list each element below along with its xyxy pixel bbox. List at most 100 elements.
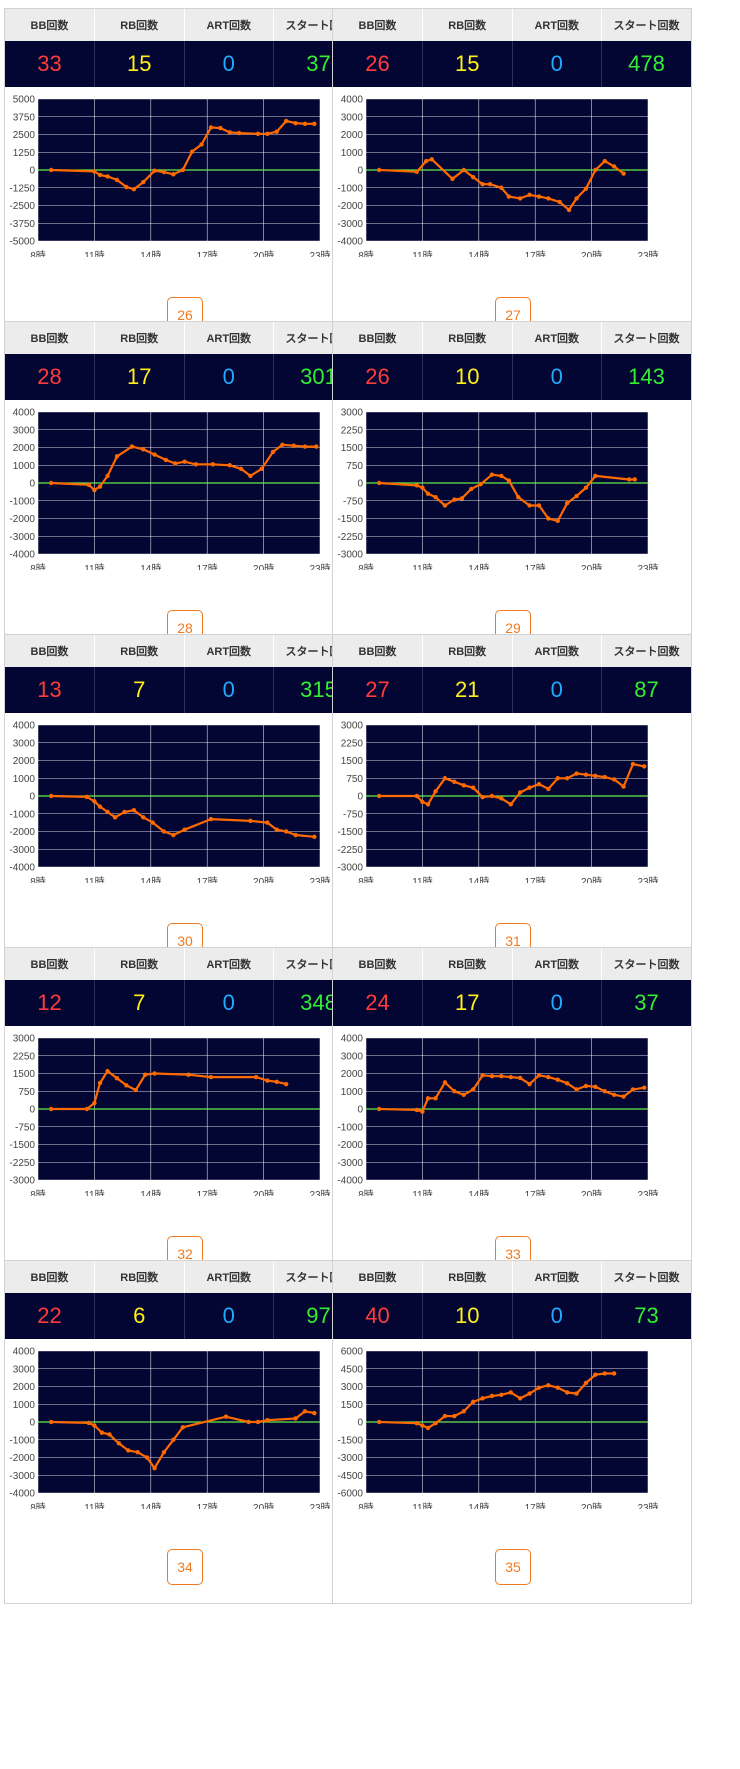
data-point [536,1073,542,1078]
graph-card: BB回数 RB回数 ART回数 スタート回数 27 21 0 87 3000 22… [332,634,692,978]
x-tick-label: 23時 [637,1189,658,1196]
rb-count: 21 [422,667,513,713]
data-point [124,184,129,190]
data-point [429,157,434,162]
graph-card: BB回数 RB回数 ART回数 スタート回数 12 7 0 348 3000 22… [4,947,364,1291]
data-point [293,1416,298,1421]
data-point [302,444,308,449]
x-tick-label: 11時 [412,1502,432,1509]
y-tick-label: 1000 [13,461,36,472]
x-tick-label: 20時 [253,876,274,883]
data-point [621,171,626,176]
start-count: 478 [601,41,691,87]
rb-count: 7 [94,980,185,1026]
y-tick-label: 5000 [13,95,36,106]
y-tick-label: 3000 [341,408,364,419]
y-tick-label: 2000 [13,1382,36,1393]
y-tick-label: 1000 [341,148,364,159]
y-tick-label: -750 [15,1122,35,1133]
machine-number-badge[interactable]: 34 [167,1549,203,1585]
y-tick-label: -3000 [337,1453,363,1464]
rb-header: RB回数 [94,635,185,667]
data-point [564,1081,570,1086]
data-point [152,1071,157,1076]
start-count: 73 [601,1293,691,1339]
data-point [161,169,167,175]
data-point [583,1380,589,1386]
data-point [112,815,118,820]
y-tick-label: 2250 [341,738,364,749]
data-point [508,1390,513,1395]
x-tick-label: 8時 [358,1189,374,1196]
bb-count: 12 [5,980,95,1026]
y-tick-label: 3000 [341,1051,364,1062]
rb-count: 6 [94,1293,185,1339]
rb-header: RB回数 [422,635,513,667]
data-point [376,1106,382,1112]
bb-count: 27 [333,667,423,713]
art-header: ART回数 [512,322,602,354]
y-tick-label: 4500 [341,1364,364,1375]
data-point [470,1399,476,1405]
y-tick-label: 0 [357,166,363,177]
data-point [259,466,264,471]
data-point [116,1441,122,1446]
x-tick-label: 17時 [525,1189,546,1196]
data-point [593,1084,598,1090]
machine-number-badge[interactable]: 35 [495,1549,531,1585]
art-count: 0 [184,354,274,400]
data-point [627,477,632,482]
data-point [517,1396,523,1401]
data-point [274,1079,279,1084]
y-tick-label: 1000 [341,1087,364,1098]
data-point [280,442,285,448]
y-tick-label: -1500 [337,1435,363,1446]
data-point [312,1410,317,1416]
data-point [420,799,425,805]
x-tick-label: 8時 [30,563,46,570]
bb-count: 33 [5,41,95,87]
y-tick-label: 3000 [13,425,36,436]
x-tick-label: 11時 [84,563,104,570]
data-point [227,130,232,135]
data-point [274,827,279,832]
data-point [248,473,253,479]
y-tick-label: 0 [29,1105,35,1116]
data-point [92,487,97,493]
data-point [425,1096,431,1101]
data-point [274,129,279,134]
art-header: ART回数 [184,1261,274,1293]
bb-header: BB回数 [333,948,423,980]
y-tick-label: -3000 [337,550,363,561]
data-point [536,1385,542,1390]
data-point [420,1423,425,1428]
data-point [208,1074,214,1080]
x-tick-label: 23時 [309,250,330,257]
x-tick-label: 11時 [412,876,432,883]
x-tick-label: 14時 [140,563,161,570]
x-tick-label: 17時 [197,1189,218,1196]
x-tick-label: 17時 [197,1502,218,1509]
data-point [480,1073,485,1078]
data-point [173,461,178,466]
slump-chart: 5000 3750 2500 1250 0 -1250 -2500 -3750 -5000 8時 1… [9,95,330,257]
art-header: ART回数 [184,635,274,667]
bb-count: 24 [333,980,423,1026]
y-tick-label: -1000 [9,809,35,820]
y-tick-label: 3000 [13,1364,36,1375]
data-point [97,1080,103,1086]
art-header: ART回数 [512,948,602,980]
y-tick-label: -2250 [337,532,363,543]
start-count: 87 [601,667,691,713]
y-tick-label: -1500 [9,1140,35,1151]
art-count: 0 [512,41,602,87]
y-tick-label: 2000 [341,1069,364,1080]
y-tick-label: -3000 [337,219,363,230]
data-point [527,192,532,198]
y-tick-label: 0 [29,792,35,803]
graph-card: BB回数 RB回数 ART回数 スタート回数 40 10 0 73 6000 45… [332,1260,692,1604]
y-tick-label: 4000 [341,95,364,106]
data-point [376,167,382,173]
stats-table: BB回数 RB回数 ART回数 スタート回数 12 7 0 348 [5,948,363,1026]
data-point [135,1449,140,1455]
